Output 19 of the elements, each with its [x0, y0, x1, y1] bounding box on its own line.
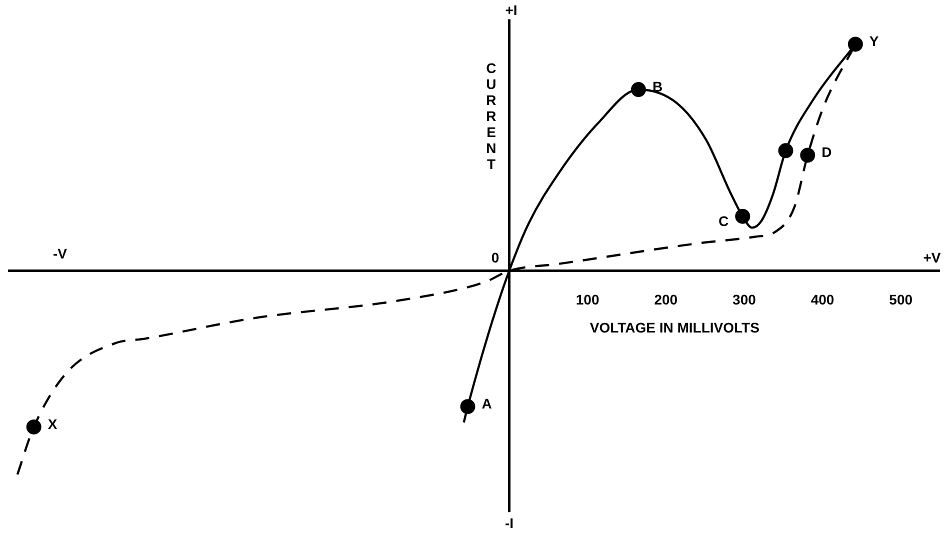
annotation: A: [482, 395, 492, 412]
annotation: D: [822, 144, 832, 160]
y-axis-title: CURRENT: [486, 60, 496, 172]
x-tick-label: 200: [654, 292, 678, 308]
text: -I: [504, 515, 514, 532]
point: [800, 148, 816, 163]
annotation: -V: [53, 246, 68, 262]
annotation: B: [652, 78, 663, 94]
annotation: 0: [491, 250, 500, 266]
annotation: +V: [923, 250, 942, 266]
annotation: X: [48, 416, 58, 432]
x-axis-title: VOLTAGE IN MILLIVOLTS: [590, 320, 760, 336]
annotation: Y: [869, 33, 880, 50]
annotation: C: [718, 213, 729, 230]
x-tick-label: 100: [576, 292, 600, 308]
x-tick-label: 300: [732, 292, 756, 308]
text: +I: [505, 2, 518, 18]
x-tick-label: 400: [810, 292, 834, 308]
x-tick-label: 500: [889, 292, 913, 308]
